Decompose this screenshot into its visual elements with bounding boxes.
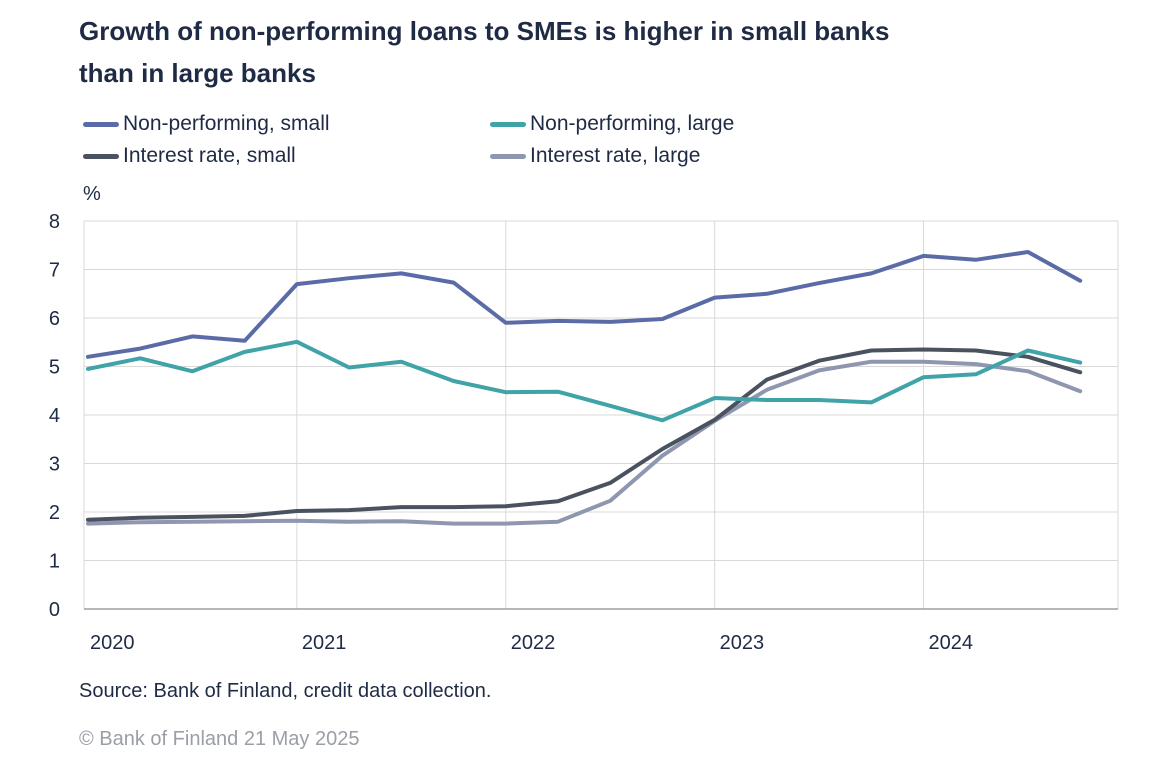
legend-swatch [83,121,119,127]
x-tick-label: 2023 [720,632,765,654]
line-chart: 0 1 2 3 4 5 6 7 8 2020 2021 2022 2023 2024 [49,211,1119,654]
legend-item-interest-rate-large: Interest rate, large [490,140,700,172]
legend-swatch [83,153,119,159]
y-tick-label: 0 [49,599,60,621]
y-tick-label: 5 [49,357,60,379]
y-tick-label: 1 [49,551,60,573]
source-note: Source: Bank of Finland, credit data col… [79,680,492,702]
x-tick-label: 2021 [302,632,347,654]
series-line-interest-rate-small [86,347,1083,522]
y-axis-unit-label: % [83,183,101,205]
chart-legend: Non-performing, small Non-performing, la… [79,108,1079,172]
legend-item-interest-rate-small: Interest rate, small [83,140,296,172]
y-tick-label: 3 [49,454,60,476]
series-line-non-performing-large [86,339,1083,423]
legend-label: Non-performing, large [530,112,735,135]
legend-item-non-performing-large: Non-performing, large [490,108,734,140]
copyright-note: © Bank of Finland 21 May 2025 [79,728,360,750]
legend-label: Interest rate, small [123,144,296,167]
y-tick-label: 8 [49,211,60,233]
x-tick-label: 2024 [929,632,974,654]
series-line-interest-rate-large [86,359,1083,526]
legend-swatch [490,153,526,159]
chart-title-line-1: Growth of non-performing loans to SMEs i… [79,16,890,46]
chart-title: Growth of non-performing loans to SMEs i… [79,10,1079,94]
legend-item-non-performing-small: Non-performing, small [83,108,330,140]
chart-title-line-2: than in large banks [79,58,316,88]
x-tick-label: 2020 [90,632,135,654]
series-line-non-performing-small [86,250,1083,359]
y-tick-label: 6 [49,308,60,330]
legend-label: Non-performing, small [123,112,330,135]
legend-swatch [490,121,526,127]
y-tick-label: 4 [49,405,60,427]
y-tick-label: 2 [49,502,60,524]
x-tick-label: 2022 [511,632,556,654]
legend-label: Interest rate, large [530,144,701,167]
y-tick-label: 7 [49,260,60,282]
